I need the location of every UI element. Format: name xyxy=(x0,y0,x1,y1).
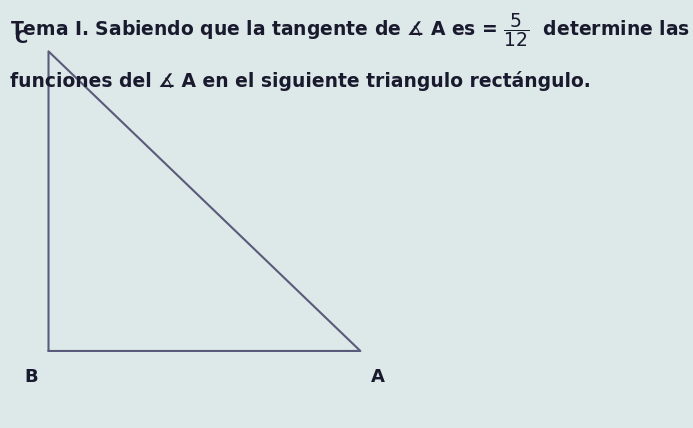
Text: A: A xyxy=(371,368,385,386)
Text: B: B xyxy=(24,368,38,386)
Text: Tema I. Sabiendo que la tangente de ∡ A es = $\dfrac{5}{12}$  determine las demá: Tema I. Sabiendo que la tangente de ∡ A … xyxy=(10,11,693,48)
Text: funciones del ∡ A en el siguiente triangulo rectángulo.: funciones del ∡ A en el siguiente triang… xyxy=(10,71,591,91)
Text: C: C xyxy=(15,29,28,47)
